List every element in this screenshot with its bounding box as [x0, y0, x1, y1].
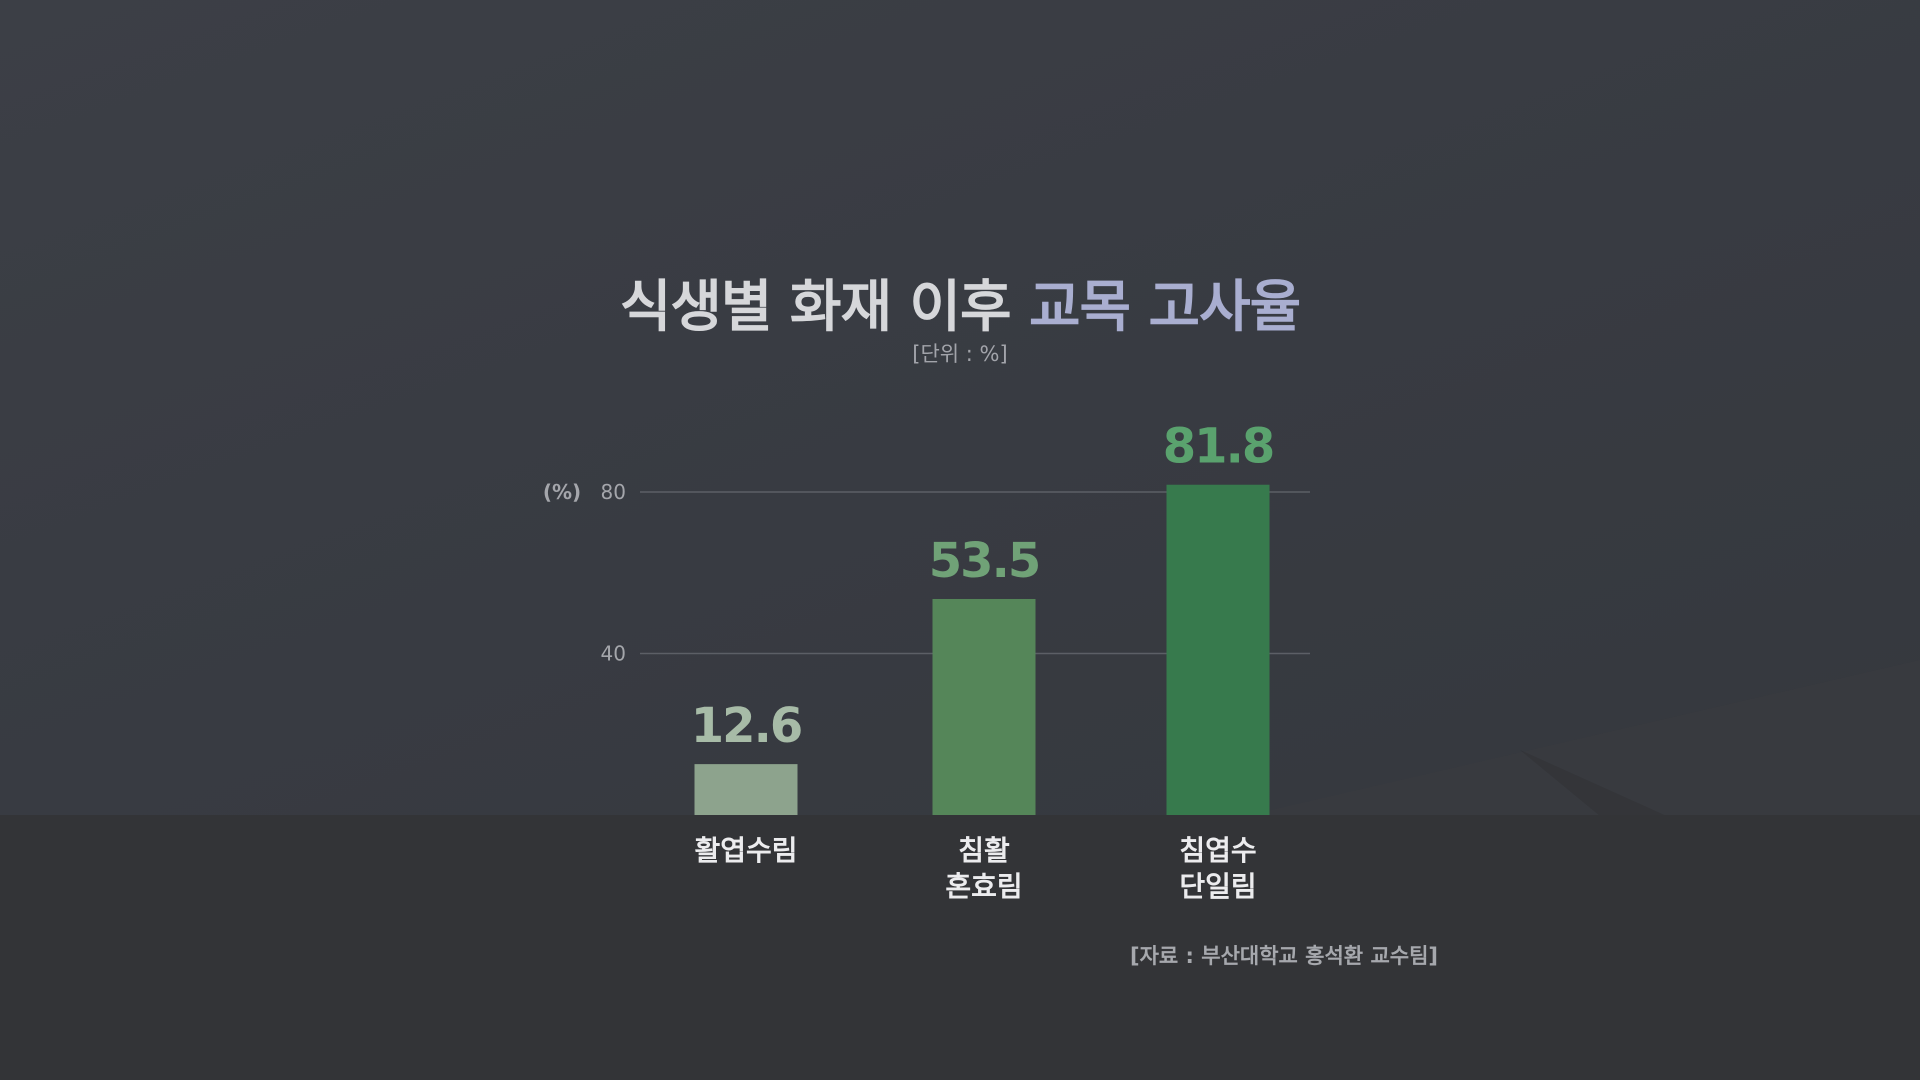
- category-label: 침활 혼효림: [945, 834, 1022, 903]
- category-label-line: 활엽수림: [694, 834, 797, 867]
- chart-title-main: 식생별 화재 이후: [619, 275, 1012, 340]
- bar: [1166, 484, 1270, 815]
- category-label: 활엽수림: [694, 834, 797, 867]
- chart-title: 식생별 화재 이후 교목 고사율: [0, 262, 1920, 343]
- y-axis-label: (%): [543, 480, 581, 504]
- source-note: [자료 : 부산대학교 홍석환 교수팀]: [1130, 944, 1438, 968]
- y-tick-label: 80: [601, 480, 626, 504]
- y-tick-label: 40: [601, 642, 626, 666]
- category-label-line: 단일림: [1179, 870, 1256, 903]
- unit-note: [단위 : %]: [912, 342, 1008, 366]
- base-band: [0, 815, 1920, 1080]
- data-label: 12.6: [691, 698, 801, 754]
- category-label: 침엽수 단일림: [1179, 834, 1256, 903]
- category-label-line: 침활: [958, 834, 1010, 867]
- bar: [694, 764, 798, 815]
- chart-title-highlight: 교목 고사율: [1029, 275, 1301, 340]
- data-label: 81.8: [1163, 419, 1273, 475]
- data-label: 53.5: [929, 533, 1039, 589]
- category-label-line: 침엽수: [1179, 834, 1256, 867]
- category-label-line: 혼효림: [945, 870, 1022, 903]
- bar: [932, 598, 1036, 815]
